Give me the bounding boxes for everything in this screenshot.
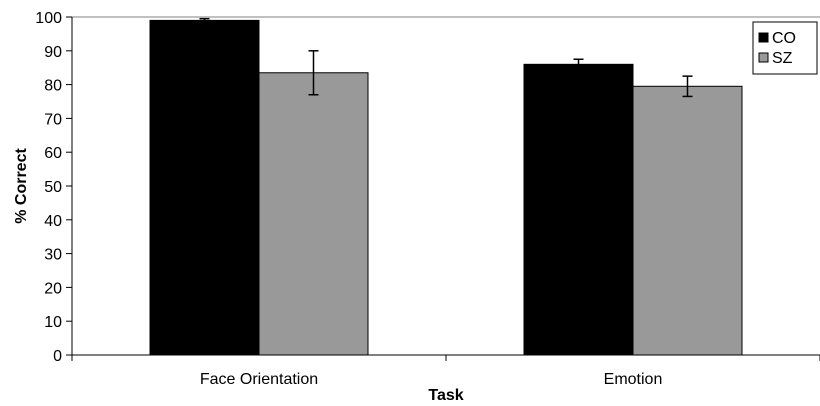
bar-co-0 <box>149 19 260 356</box>
y-tick-label: 20 <box>44 280 62 297</box>
legend-label-sz: SZ <box>772 50 793 67</box>
y-tick-label: 80 <box>44 78 62 95</box>
bar-sz-0 <box>258 72 369 356</box>
y-tick-label: 90 <box>44 44 62 61</box>
legend-box <box>752 21 818 75</box>
y-tick-label: 40 <box>44 213 62 230</box>
y-axis-title: % Correct <box>13 148 30 224</box>
x-category-label: Emotion <box>604 371 663 388</box>
x-axis-title: Task <box>428 387 463 404</box>
y-tick-label: 70 <box>44 111 62 128</box>
y-tick-label: 30 <box>44 247 62 264</box>
legend-swatch-sz <box>758 52 769 63</box>
y-tick-label: 100 <box>35 10 62 27</box>
y-tick-label: 10 <box>44 314 62 331</box>
bar-co-1 <box>523 63 634 356</box>
legend-swatch-co <box>758 32 769 43</box>
legend: CO SZ <box>752 21 818 75</box>
y-tick-label: 50 <box>44 179 62 196</box>
bar-sz-1 <box>632 85 743 356</box>
legend-label-co: CO <box>772 30 796 47</box>
x-category-label: Face Orientation <box>200 371 318 388</box>
y-tick-label: 0 <box>53 348 62 365</box>
y-tick-label: 60 <box>44 145 62 162</box>
